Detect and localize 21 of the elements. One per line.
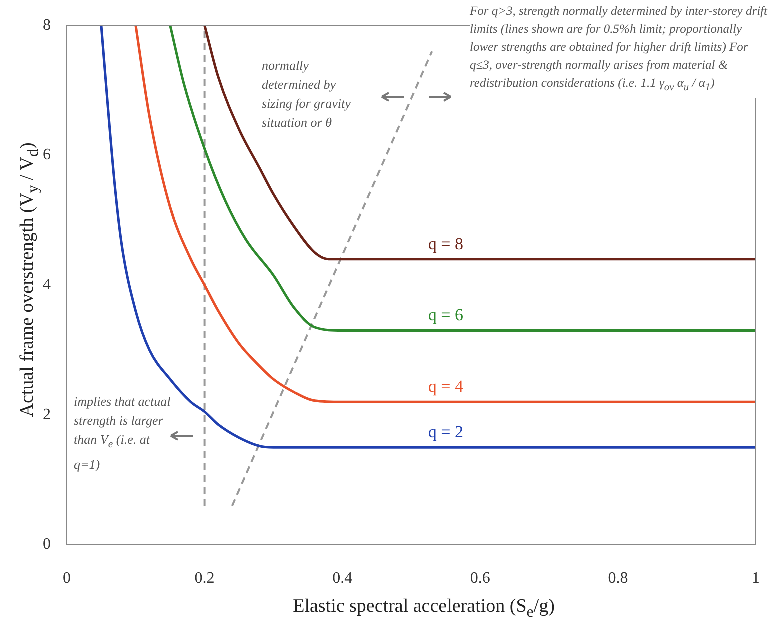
y-tick-label: 6 [43, 146, 51, 164]
line-series [204, 26, 756, 261]
annotation: normally determined by sizing for gravity situation or θ [262, 57, 352, 132]
x-tick-label: 0 [63, 570, 71, 587]
x-tick-label: 1 [752, 570, 760, 587]
series-label: q = 2 [428, 422, 464, 442]
x-tick-label: 0.4 [332, 570, 353, 587]
x-axis-title: Elastic spectral acceleration (S$_{e}$/g) [293, 596, 555, 622]
series-label: q = 4 [428, 377, 464, 396]
x-tick-label: 0.2 [194, 570, 215, 587]
text: For q>3, strength normally determined by inter-storey drift limits (lines shown are for 0.5%h limit; proportionally lower strengths are obtained for higher drift limits) For q≤3, over-strength normally arises from material & redistribution considerations (i.e. 1.1 γ$_{ov}$ α$_{u}$ / α$_{1}$) [470, 4, 768, 94]
y-tick-label: 0 [43, 536, 51, 554]
y-tick-label: 8 [43, 16, 51, 34]
x-tick-label: 0.6 [470, 570, 490, 587]
series-label: q = 8 [428, 234, 464, 254]
y-tick-label: 4 [43, 276, 51, 294]
y-tick-label: 2 [43, 406, 51, 424]
line-series [169, 26, 756, 332]
series-label: q = 6 [428, 306, 464, 325]
text: implies that actual strength is larger than V$_{e}$ (i.e. at q=1) [74, 394, 171, 472]
x-tick-label: 0.8 [608, 570, 628, 587]
